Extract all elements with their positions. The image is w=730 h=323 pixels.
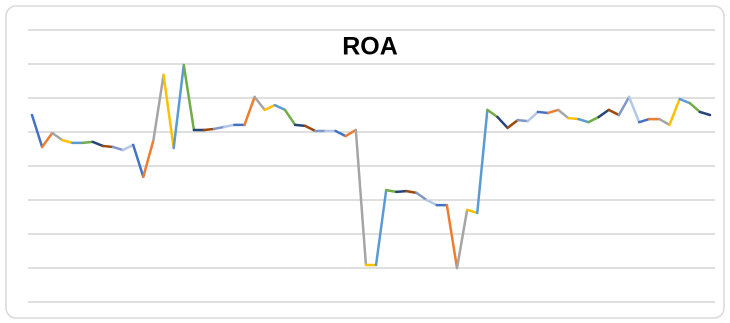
line-segment [152, 73, 165, 142]
line-segment [526, 110, 540, 123]
line-segment [698, 110, 712, 117]
chart-title: ROA [342, 33, 398, 61]
line-segment [91, 140, 105, 148]
line-segment [202, 127, 216, 132]
grid [28, 29, 715, 303]
line-segment [303, 124, 317, 133]
line-segment [496, 115, 509, 130]
line-segment [223, 123, 236, 129]
line-segment [486, 108, 499, 119]
line-segment [556, 108, 570, 120]
line-segment [415, 191, 428, 202]
line-segment [567, 116, 580, 121]
line-segment [142, 138, 155, 179]
line-segment [506, 118, 519, 130]
line-segment [455, 208, 469, 270]
line-segment [658, 117, 671, 127]
line-segment [162, 73, 175, 150]
line-segment [273, 103, 287, 112]
line-segment [668, 97, 681, 127]
line-segment [607, 108, 621, 117]
line-segment [344, 128, 358, 138]
line-segment [384, 188, 398, 194]
line-segment [121, 143, 135, 152]
line-segment [597, 108, 611, 119]
line-segment [476, 108, 489, 215]
line-segment [293, 123, 307, 128]
line-segment [445, 203, 459, 270]
line-segment [50, 131, 64, 142]
line-segment [546, 108, 560, 115]
line-segment [101, 144, 115, 149]
line-segment [637, 117, 651, 124]
line-segment [172, 63, 186, 150]
line-segment [40, 131, 54, 149]
line-segment [243, 95, 256, 127]
line-segment [577, 117, 590, 124]
plot-area [30, 63, 712, 270]
line-segment [374, 188, 388, 267]
line-segment [516, 118, 530, 123]
line-segment [536, 110, 550, 115]
line-segment [212, 125, 226, 131]
line-segment [688, 101, 702, 114]
line-segment [678, 97, 692, 105]
line-segment [627, 95, 641, 124]
line-segment [61, 138, 74, 145]
line-segment [111, 145, 125, 152]
line-segment [81, 140, 94, 145]
line-segment [587, 115, 600, 124]
line-segment [131, 143, 145, 179]
line-segment [253, 95, 266, 112]
line-segment [395, 189, 408, 194]
line-segment [334, 129, 347, 138]
line-segment [425, 198, 439, 207]
line-segment [30, 113, 44, 149]
line-segment [617, 95, 631, 117]
line-segment [465, 208, 479, 215]
line-segment [263, 103, 277, 112]
line-segment [283, 108, 297, 127]
line-segment [182, 63, 196, 132]
line-segment [405, 189, 418, 195]
line-segment [354, 128, 368, 267]
